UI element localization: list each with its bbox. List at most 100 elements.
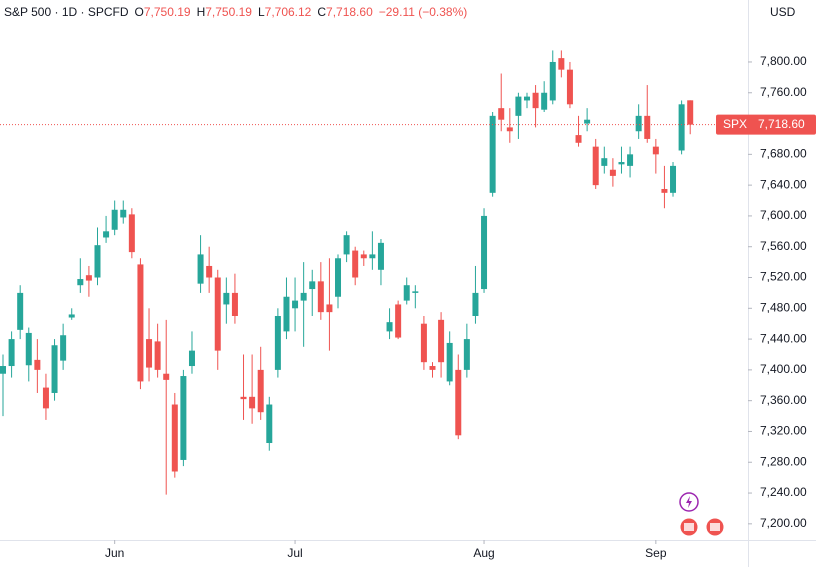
legend-text: O <box>135 5 144 19</box>
candle-body <box>77 279 84 286</box>
candle-body <box>137 264 144 382</box>
candles <box>0 50 694 495</box>
events[interactable] <box>679 492 725 537</box>
candle-body <box>455 369 462 436</box>
candle-body <box>446 342 453 382</box>
candle-body <box>532 92 539 109</box>
candle-body <box>635 115 642 132</box>
candle-body <box>601 158 608 166</box>
candle-body <box>231 292 238 316</box>
candle-body <box>180 376 187 460</box>
candle-body <box>103 231 110 238</box>
candle-body <box>266 404 273 444</box>
y-tick-label: 7,560.00 <box>760 239 807 253</box>
candle-body <box>369 254 376 259</box>
candle-body <box>566 69 573 105</box>
candle-body <box>17 292 24 330</box>
y-tick-label: 7,200.00 <box>760 516 807 530</box>
legend-text: 7,706.12 <box>265 5 312 19</box>
x-tick-label: Sep <box>645 546 667 560</box>
candle-body <box>25 332 32 366</box>
x-tick-label: Aug <box>473 546 494 560</box>
y-tick-label: 7,480.00 <box>760 300 807 314</box>
y-tick-label: 7,680.00 <box>760 147 807 161</box>
y-tick-label: 7,400.00 <box>760 362 807 376</box>
event-glyph <box>710 523 720 531</box>
candle-body <box>403 285 410 301</box>
candle-body <box>309 281 316 290</box>
legend-text: −29.11 (−0.38%) <box>379 5 468 19</box>
candle-body <box>283 296 290 332</box>
candle-body <box>644 115 651 139</box>
candle-body <box>188 350 195 367</box>
candle-body <box>652 146 659 155</box>
candle-body <box>343 235 350 255</box>
price-tag-label: 7,718.60 <box>758 117 805 131</box>
candle-body <box>274 315 281 370</box>
y-tick-label: 7,280.00 <box>760 454 807 468</box>
candle-body <box>85 275 92 281</box>
candle-body <box>506 127 513 132</box>
candle-body <box>94 245 101 278</box>
candle-body <box>292 300 299 309</box>
candle-body <box>584 119 591 124</box>
y-tick-label: 7,800.00 <box>760 54 807 68</box>
candle-body <box>197 254 204 284</box>
y-tick-label: 7,240.00 <box>760 485 807 499</box>
candle-body <box>515 96 522 116</box>
event-glyph <box>684 523 694 531</box>
candle-body <box>8 339 15 367</box>
candle-body <box>498 108 505 120</box>
candle-body <box>214 277 221 351</box>
candle-body <box>377 242 384 270</box>
legend-text: L <box>258 5 265 19</box>
legend-text: 7,750.19 <box>144 5 191 19</box>
legend-text: C <box>317 5 326 19</box>
y-tick-label: 7,640.00 <box>760 177 807 191</box>
candle-body <box>429 366 436 370</box>
candle-body <box>395 304 402 338</box>
candle-body <box>120 209 127 218</box>
candle-body <box>472 292 479 316</box>
candle-body <box>335 258 342 297</box>
legend-text: 7,750.19 <box>205 5 252 19</box>
candle-body <box>146 339 153 368</box>
candle-body <box>627 154 634 166</box>
legend-text: 7,718.60 <box>326 5 373 19</box>
y-tick-label: 7,440.00 <box>760 331 807 345</box>
candle-body <box>257 369 264 413</box>
candle-body <box>438 319 445 363</box>
candle-body <box>111 209 118 230</box>
candle-body <box>163 373 170 380</box>
candle-body <box>609 169 616 176</box>
y-tick-label: 7,360.00 <box>760 393 807 407</box>
x-tick-label: Jul <box>287 546 302 560</box>
legend-text: H <box>197 5 206 19</box>
candle-body <box>481 215 488 290</box>
candle-body <box>412 291 419 293</box>
candle-body <box>34 359 41 370</box>
candle-body <box>154 341 161 370</box>
candle-body <box>541 92 548 110</box>
y-tick-label: 7,320.00 <box>760 424 807 438</box>
y-tick-label: 7,760.00 <box>760 85 807 99</box>
candle-body <box>42 387 49 409</box>
candle-body <box>549 61 556 101</box>
candle-body <box>240 396 247 400</box>
candle-body <box>592 146 599 186</box>
currency: USD <box>770 5 796 19</box>
candle-body <box>326 304 333 313</box>
candle-body <box>60 335 67 361</box>
candle-body <box>386 322 393 332</box>
candle-body <box>687 100 694 125</box>
candle-body <box>171 404 178 472</box>
price-tag <box>716 114 816 135</box>
x-tick-label: Jun <box>105 546 124 560</box>
candle-body <box>558 58 565 70</box>
candle-body <box>317 281 324 313</box>
candle-body <box>223 292 230 305</box>
candle-body <box>352 250 359 278</box>
candle-body <box>0 366 6 374</box>
candle-body <box>300 292 307 301</box>
